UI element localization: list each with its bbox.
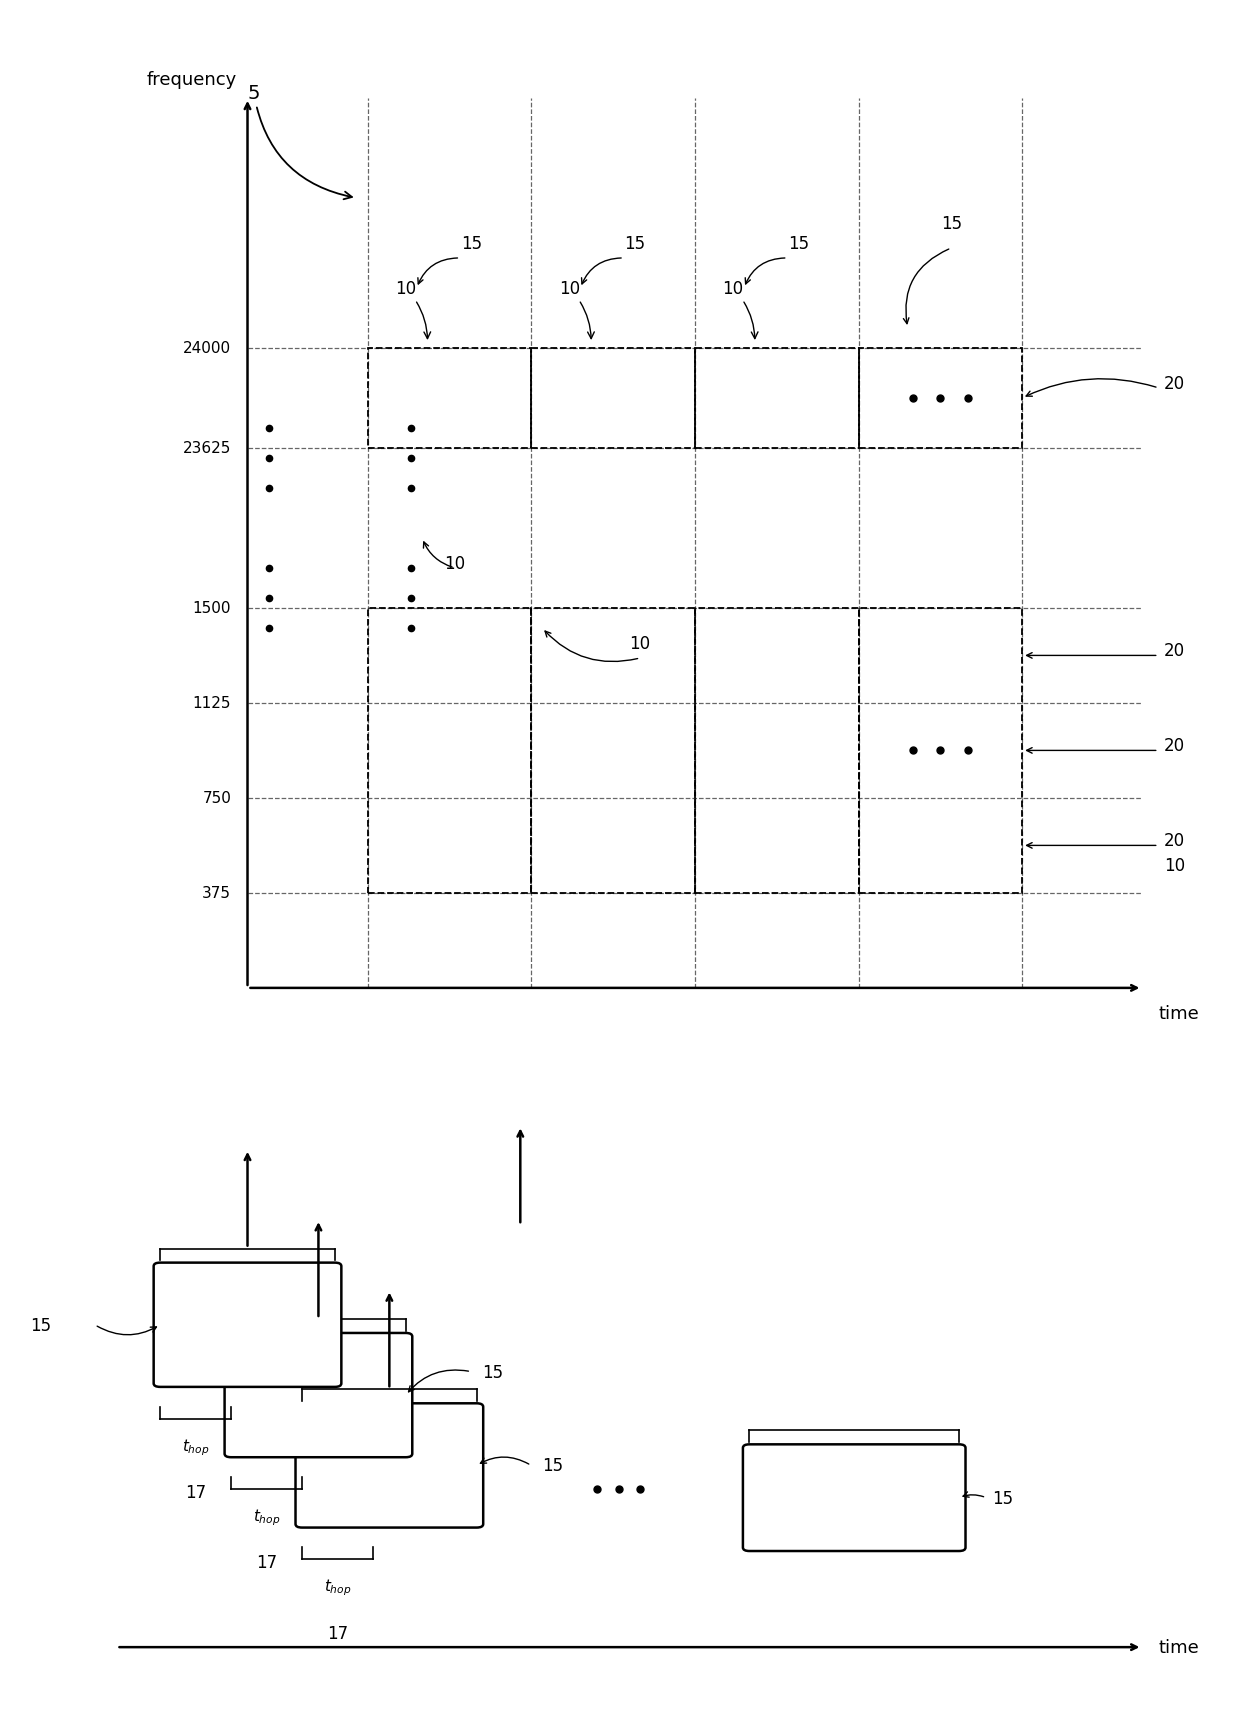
- Text: 20: 20: [1164, 643, 1185, 660]
- Text: $t_{hop}$: $t_{hop}$: [182, 1437, 210, 1458]
- Text: 23625: 23625: [182, 441, 231, 457]
- Bar: [858, 608, 1022, 893]
- FancyBboxPatch shape: [743, 1444, 966, 1551]
- Bar: [694, 348, 858, 448]
- Text: 17: 17: [327, 1623, 348, 1642]
- Text: 5: 5: [248, 84, 352, 200]
- Text: 24000: 24000: [184, 341, 231, 357]
- FancyBboxPatch shape: [224, 1334, 412, 1458]
- Text: 15: 15: [787, 234, 810, 253]
- Text: 750: 750: [202, 791, 231, 806]
- FancyBboxPatch shape: [154, 1263, 341, 1387]
- Bar: [367, 348, 531, 448]
- Bar: [367, 608, 531, 893]
- Text: 10: 10: [396, 279, 430, 339]
- Text: time: time: [1158, 1005, 1199, 1022]
- Text: 1125: 1125: [192, 696, 231, 712]
- Text: 20: 20: [1164, 737, 1185, 755]
- Text: 10: 10: [1164, 856, 1185, 875]
- Text: 15: 15: [30, 1316, 51, 1334]
- Bar: [694, 608, 858, 893]
- FancyBboxPatch shape: [295, 1404, 484, 1528]
- Text: 1500: 1500: [192, 601, 231, 617]
- Text: 10: 10: [444, 555, 465, 572]
- Text: 15: 15: [624, 234, 646, 253]
- Text: 17: 17: [185, 1484, 206, 1501]
- Text: 17: 17: [255, 1554, 278, 1571]
- Bar: [858, 348, 1022, 448]
- Text: frequency: frequency: [146, 71, 237, 90]
- Text: 10: 10: [723, 279, 758, 339]
- Bar: [531, 348, 694, 448]
- Text: 20: 20: [1164, 832, 1185, 849]
- Text: time: time: [1158, 1639, 1199, 1656]
- Text: 15: 15: [941, 215, 962, 233]
- Text: 15: 15: [992, 1489, 1013, 1508]
- Text: 10: 10: [559, 279, 594, 339]
- Text: 15: 15: [482, 1363, 503, 1380]
- Text: 10: 10: [630, 634, 651, 653]
- Text: 20: 20: [1164, 374, 1185, 393]
- Text: 15: 15: [460, 234, 482, 253]
- Bar: [531, 608, 694, 893]
- Text: $t_{hop}$: $t_{hop}$: [253, 1506, 280, 1527]
- Text: 375: 375: [202, 886, 231, 901]
- Text: 15: 15: [542, 1456, 563, 1475]
- Text: $t_{hop}$: $t_{hop}$: [324, 1577, 351, 1597]
